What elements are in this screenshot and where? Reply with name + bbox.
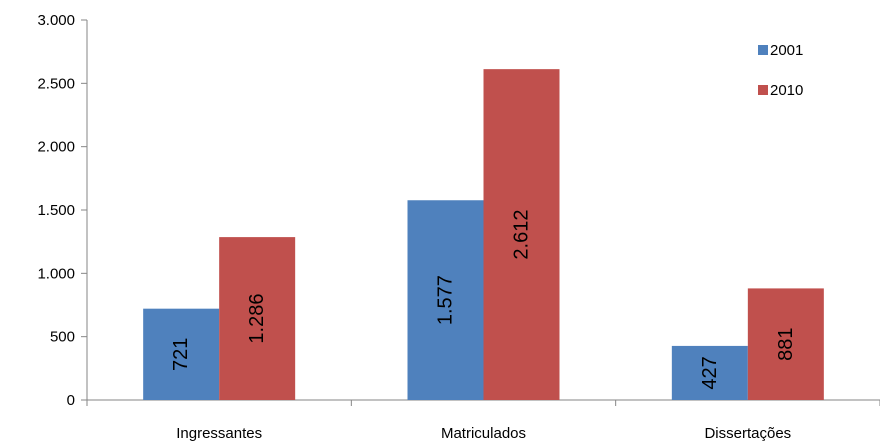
data-label-2001-dissertações: 427	[699, 356, 721, 389]
y-tick-label: 500	[50, 329, 75, 346]
data-label-2010-dissertações: 881	[775, 328, 797, 361]
x-category-label: Matriculados	[441, 425, 526, 442]
legend-label-2010: 2010	[770, 82, 803, 99]
legend-swatch-2001	[758, 45, 768, 55]
x-axis: Ingressantes Matriculados Dissertações	[86, 399, 880, 442]
data-label-2010-matriculados: 2.612	[511, 210, 533, 260]
legend: 2001 2010	[758, 42, 803, 99]
data-label-2001-matriculados: 1.577	[435, 275, 457, 325]
bar-2001-ingressantes	[143, 308, 220, 400]
y-axis: 0 500 1.000 1.500 2.000 2.500 3.000	[37, 12, 88, 409]
legend-swatch-2010	[758, 85, 768, 95]
bar-2010-matriculados	[483, 69, 560, 400]
x-category-label: Dissertações	[704, 425, 791, 442]
y-tick-label: 1.000	[37, 265, 75, 282]
y-tick-label: 1.500	[37, 202, 75, 219]
data-labels: 721 1.286 1.577 2.612 427 881	[170, 210, 797, 390]
bar-2010-ingressantes	[219, 237, 296, 400]
data-label-2001-ingressantes: 721	[170, 338, 192, 371]
bars	[143, 69, 824, 400]
y-tick-label: 2.000	[37, 139, 75, 156]
y-tick-label: 0	[67, 392, 75, 409]
x-category-label: Ingressantes	[176, 425, 262, 442]
y-tick-label: 2.500	[37, 75, 75, 92]
bar-2001-dissertações	[671, 345, 748, 400]
bar-2001-matriculados	[407, 200, 484, 400]
data-label-2010-ingressantes: 1.286	[246, 294, 268, 344]
y-tick-label: 3.000	[37, 12, 75, 29]
legend-label-2001: 2001	[770, 42, 803, 59]
bar-2010-dissertações	[747, 288, 824, 400]
